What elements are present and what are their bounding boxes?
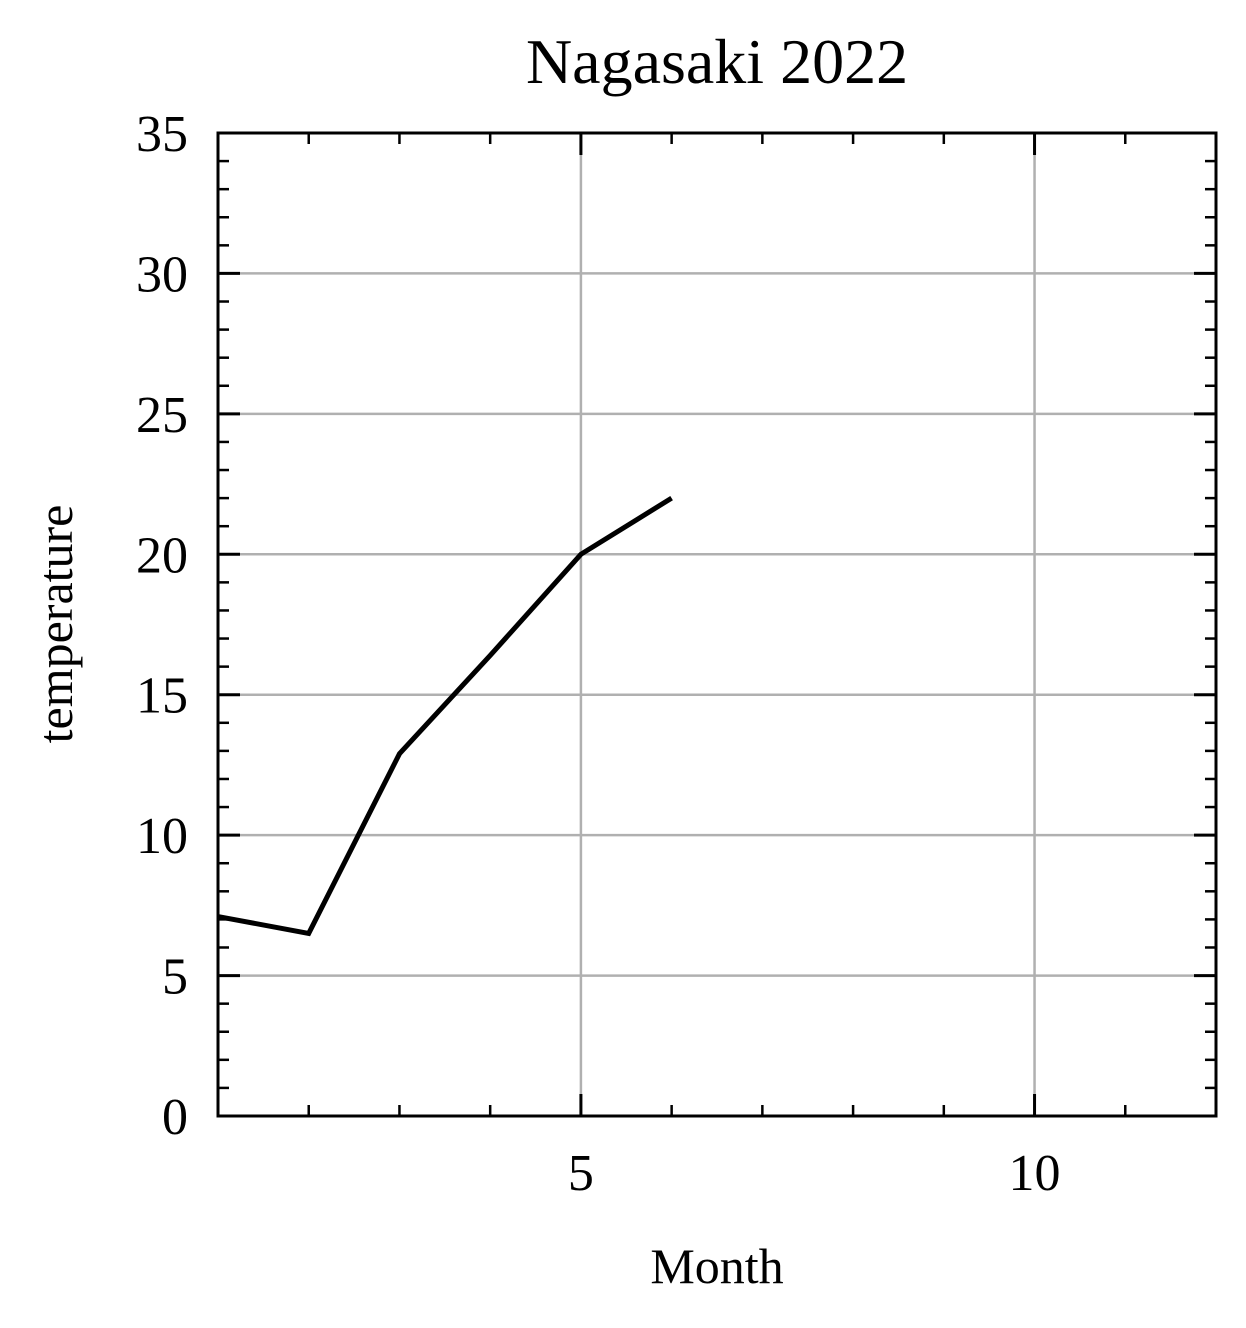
chart-title: Nagasaki 2022 bbox=[526, 26, 908, 97]
y-tick-label: 5 bbox=[162, 949, 188, 1006]
y-tick-label: 25 bbox=[136, 387, 188, 444]
y-tick-labels: 0 5 10 15 20 25 30 35 bbox=[136, 106, 188, 1146]
x-axis-label: Month bbox=[650, 1238, 783, 1294]
series-layer bbox=[217, 495, 673, 937]
y-tick-label: 15 bbox=[136, 668, 188, 725]
grid-lines bbox=[218, 133, 1216, 1116]
y-axis-label: temperature bbox=[27, 505, 83, 744]
y-tick-label: 30 bbox=[136, 246, 188, 303]
major-ticks bbox=[218, 131, 1216, 1118]
y-tick-label: 35 bbox=[136, 106, 188, 163]
y-tick-label: 0 bbox=[162, 1089, 188, 1146]
x-tick-label: 10 bbox=[1009, 1145, 1061, 1202]
y-tick-label: 20 bbox=[136, 527, 188, 584]
minor-ticks bbox=[216, 133, 1218, 1116]
series-line bbox=[217, 495, 673, 937]
y-tick-label: 10 bbox=[136, 808, 188, 865]
x-tick-label: 5 bbox=[568, 1145, 594, 1202]
x-tick-labels: 5 10 bbox=[568, 1145, 1061, 1202]
plot-area-frame bbox=[216, 131, 1218, 1118]
